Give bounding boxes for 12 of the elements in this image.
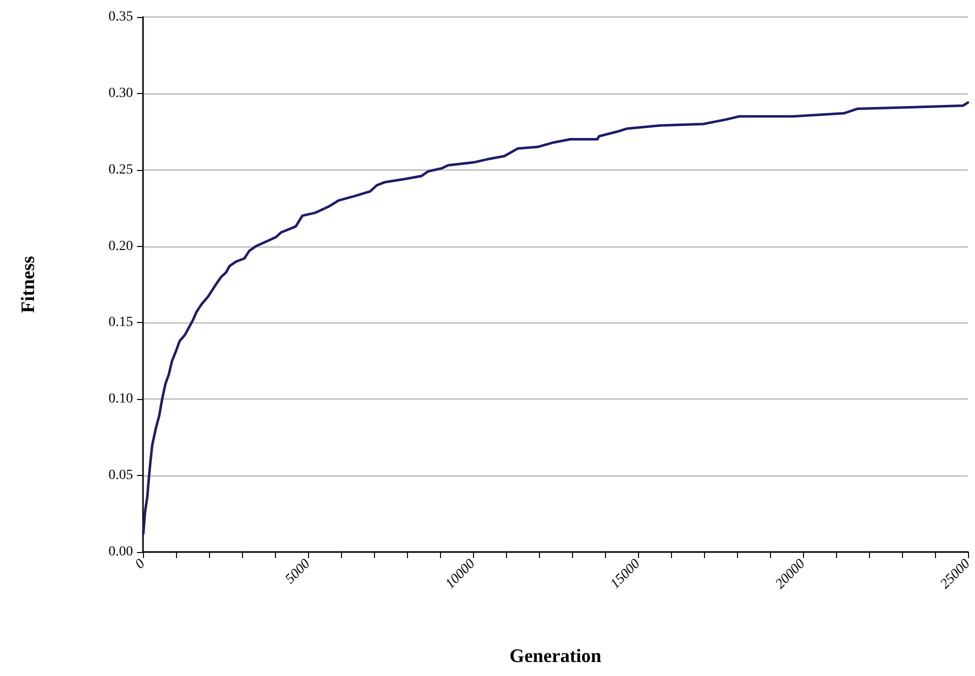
- y-tick-label: 0.05: [108, 468, 133, 484]
- y-tick-label: 0.25: [108, 162, 133, 178]
- line-series: [142, 101, 970, 535]
- y-axis-title: Fitness: [18, 256, 39, 313]
- y-tick-label: 0.00: [108, 544, 133, 560]
- y-tick-label: 0.30: [108, 86, 133, 101]
- y-tick-label: 0.15: [108, 315, 133, 330]
- x-axis-title: Generation: [510, 646, 602, 667]
- y-tick-label: 0.35: [108, 10, 133, 24]
- x-tick-label: 0: [132, 556, 148, 572]
- y-tick-label: 0.20: [108, 238, 133, 254]
- y-tick-label: 0.10: [108, 392, 133, 407]
